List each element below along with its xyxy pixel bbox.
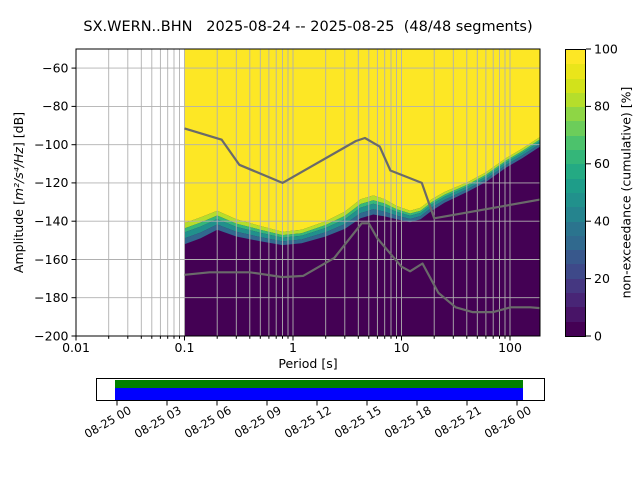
x-tick-label: 1 (289, 340, 297, 355)
colorbar-label: non-exceedance (cumulative) [%] (618, 86, 634, 299)
noise-model-nlnm (184, 222, 541, 314)
colorbar-cell (566, 150, 585, 165)
colorbar-cell (566, 192, 585, 208)
colorbar-cell (566, 293, 585, 308)
axes-frame (75, 48, 541, 337)
colorbar-tick-label: 20 (594, 271, 610, 286)
y-axis-label-suffix: ] [dB] (11, 111, 27, 148)
colorbar-cell (566, 307, 585, 322)
y-axis-label-prefix: Amplitude [ (11, 200, 27, 274)
y-axis-label: Amplitude [m²/s⁴/Hz] [dB] (2, 0, 36, 385)
colorbar-cell (566, 164, 585, 179)
y-tick-label: −60 (42, 60, 68, 75)
colorbar-cell (566, 250, 585, 265)
colorbar-cell (566, 121, 585, 136)
colorbar-tick-label: 80 (594, 99, 610, 114)
colorbar-cell (566, 107, 585, 122)
y-tick-label: −200 (34, 328, 68, 343)
x-tick-label: 0.01 (62, 340, 90, 355)
x-tick-label: 0.1 (175, 340, 195, 355)
x-axis-label: Period [s] (278, 356, 338, 371)
colorbar-cell (566, 78, 585, 93)
psd-high-region (184, 49, 540, 232)
x-tick-label: 100 (498, 340, 522, 355)
y-tick-label: −160 (34, 252, 68, 267)
figure-title: SX.WERN..BHN 2025-08-24 -- 2025-08-25 (4… (83, 19, 533, 35)
colorbar-cell (566, 278, 585, 294)
coverage-bar-green (115, 380, 523, 388)
coverage-bar-blue (115, 388, 523, 400)
colorbar-cell (566, 92, 585, 108)
y-tick-label: −180 (34, 290, 68, 305)
colorbar-cell (566, 135, 585, 151)
y-tick-label: −140 (34, 214, 68, 229)
colorbar (565, 49, 586, 337)
y-tick-label: −120 (34, 175, 68, 190)
colorbar-tick-label: 40 (594, 214, 610, 229)
colorbar-cell (566, 235, 585, 251)
colorbar-cell (566, 178, 585, 193)
colorbar-cell (566, 50, 585, 65)
colorbar-tick-label: 100 (594, 41, 618, 56)
colorbar-cell (566, 264, 585, 279)
y-axis-label-units: m²/s⁴/Hz (11, 147, 27, 201)
colorbar-cell (566, 221, 585, 236)
colorbar-tick-label: 60 (594, 156, 610, 171)
colorbar-cell (566, 207, 585, 222)
y-tick-label: −100 (34, 137, 68, 152)
colorbar-cell (566, 64, 585, 79)
colorbar-cell (566, 321, 585, 336)
colorbar-tick-label: 0 (594, 328, 602, 343)
y-tick-label: −80 (42, 99, 68, 114)
x-tick-label: 10 (394, 340, 410, 355)
noise-model-nhnm (184, 127, 541, 220)
